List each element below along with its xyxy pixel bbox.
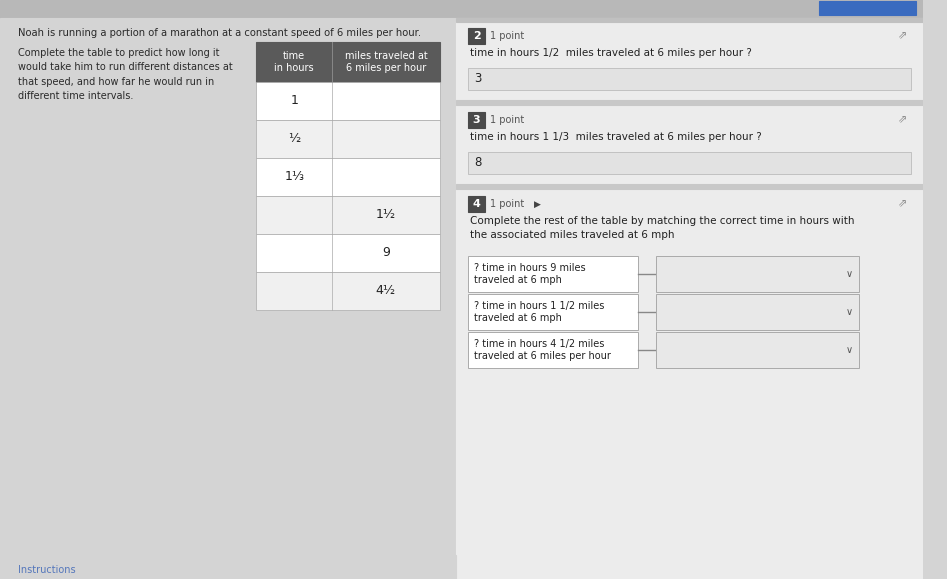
Bar [468, 332, 638, 368]
Text: 8: 8 [474, 156, 482, 170]
Text: miles traveled at
6 miles per hour: miles traveled at 6 miles per hour [345, 51, 427, 73]
Text: time
in hours: time in hours [275, 51, 314, 73]
Bar [257, 120, 439, 158]
Bar [456, 18, 923, 22]
Bar [468, 294, 638, 330]
Bar [456, 18, 923, 579]
Bar [468, 68, 911, 90]
Bar [0, 0, 923, 18]
Text: 1 point: 1 point [491, 115, 525, 125]
Bar [456, 100, 923, 105]
Text: time in hours 1/2  miles traveled at 6 miles per hour ?: time in hours 1/2 miles traveled at 6 mi… [470, 48, 752, 58]
Bar [468, 28, 485, 44]
Bar [0, 555, 456, 579]
Text: ? time in hours 1 1/2 miles
traveled at 6 mph: ? time in hours 1 1/2 miles traveled at … [474, 301, 604, 324]
Bar [257, 158, 439, 196]
Bar [257, 82, 439, 120]
Text: 3: 3 [474, 72, 482, 86]
Text: ∨: ∨ [846, 345, 852, 355]
Text: 1⅓: 1⅓ [284, 170, 304, 184]
Text: ½: ½ [288, 133, 300, 145]
Bar [656, 294, 859, 330]
Text: 2: 2 [473, 31, 480, 41]
Text: ⇗: ⇗ [898, 199, 907, 209]
Bar [468, 112, 485, 128]
Text: 1: 1 [291, 94, 298, 108]
Bar [257, 234, 439, 272]
Text: 4½: 4½ [376, 284, 396, 298]
Bar [656, 256, 859, 292]
Text: Instructions: Instructions [18, 565, 75, 575]
Text: Noah is running a portion of a marathon at a constant speed of 6 miles per hour.: Noah is running a portion of a marathon … [18, 28, 420, 38]
Text: ∨: ∨ [846, 307, 852, 317]
Bar [468, 152, 911, 174]
Bar [257, 196, 439, 234]
Text: 3: 3 [473, 115, 480, 125]
Text: 1 point: 1 point [491, 199, 525, 209]
Bar [468, 256, 638, 292]
Text: 9: 9 [382, 247, 390, 259]
Bar [468, 196, 485, 212]
Text: time in hours 1 1/3  miles traveled at 6 miles per hour ?: time in hours 1 1/3 miles traveled at 6 … [470, 132, 761, 142]
Text: 1 point: 1 point [491, 31, 525, 41]
Text: ? time in hours 9 miles
traveled at 6 mph: ? time in hours 9 miles traveled at 6 mp… [474, 263, 585, 285]
Bar [257, 42, 439, 82]
Bar [818, 1, 916, 15]
Text: ∨: ∨ [846, 269, 852, 279]
Text: Complete the rest of the table by matching the correct time in hours with
the as: Complete the rest of the table by matchi… [470, 216, 854, 240]
Text: ? time in hours 4 1/2 miles
traveled at 6 miles per hour: ? time in hours 4 1/2 miles traveled at … [474, 339, 611, 361]
Text: ⇗: ⇗ [898, 31, 907, 41]
Bar [0, 18, 456, 579]
Text: ⇗: ⇗ [898, 115, 907, 125]
Bar [656, 332, 859, 368]
Text: Complete the table to predict how long it
would take him to run different distan: Complete the table to predict how long i… [18, 48, 232, 101]
Text: ▶: ▶ [534, 200, 541, 208]
Text: 4: 4 [473, 199, 480, 209]
Bar [456, 184, 923, 189]
Bar [257, 272, 439, 310]
Text: 1½: 1½ [376, 208, 396, 222]
